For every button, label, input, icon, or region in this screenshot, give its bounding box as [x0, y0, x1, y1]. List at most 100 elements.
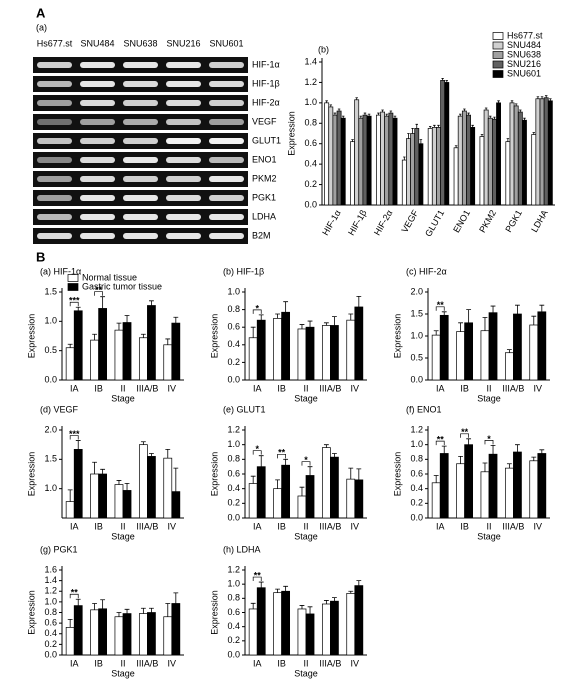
error-bar [490, 445, 496, 455]
x-tick-label: HIF-1β [346, 208, 369, 237]
y-tick-label: 0.0 [410, 374, 423, 384]
bar [65, 627, 75, 656]
y-axis-label: Expression [286, 111, 296, 156]
y-tick-label: 1.4 [304, 56, 317, 66]
bar [480, 330, 490, 381]
bar [380, 111, 386, 206]
significance-label: ** [461, 427, 469, 437]
error-bar [466, 309, 472, 323]
error-bar [258, 581, 264, 588]
bar [122, 322, 132, 381]
gel-band [80, 157, 115, 163]
y-tick-label: 1.5 [44, 454, 57, 464]
gene-label: PKM2 [252, 173, 277, 183]
significance-label: * [255, 303, 259, 313]
significance-label: ** [254, 570, 262, 580]
error-bar [173, 467, 179, 492]
error-bar [299, 486, 305, 496]
y-tick-label: 0.8 [304, 118, 317, 128]
significance-bracket [460, 433, 469, 438]
x-tick-label: IV [168, 658, 177, 668]
error-bar [356, 468, 362, 480]
error-bar [531, 315, 537, 325]
gel-band [123, 100, 158, 106]
x-axis-label: Stage [477, 393, 501, 403]
bar [547, 100, 553, 206]
bar [414, 128, 420, 206]
gel-band [166, 119, 201, 125]
bar [366, 115, 372, 206]
gel-band [166, 176, 201, 182]
y-tick-label: 0.8 [227, 454, 240, 464]
error-bar [359, 115, 363, 119]
significance-bracket [94, 291, 103, 296]
error-bar [116, 322, 122, 331]
y-tick-label: 0.0 [227, 512, 240, 522]
bar [418, 143, 424, 206]
gel-band [166, 100, 201, 106]
bar [470, 127, 476, 206]
error-bar [348, 467, 354, 480]
error-bar [445, 79, 449, 83]
x-tick-label: IIIA/B [319, 521, 341, 531]
bar [529, 460, 539, 519]
gene-label: HIF-1β [252, 78, 280, 88]
y-tick-label: 0.6 [227, 322, 240, 332]
bar [73, 310, 83, 381]
significance-bracket [252, 576, 262, 582]
error-bar [75, 598, 81, 606]
bar [350, 141, 355, 206]
y-tick-label: 0.5 [410, 352, 423, 362]
x-tick-label: IB [277, 658, 286, 668]
x-tick-label: GLUT1 [423, 208, 446, 238]
y-tick-label: 0.4 [227, 339, 240, 349]
panel-label: A [36, 5, 46, 20]
bar [483, 109, 489, 206]
bar [138, 444, 148, 519]
bar [297, 328, 307, 381]
legend-swatch [492, 70, 504, 78]
error-bar [173, 592, 179, 604]
legend-label: Gastric tumor tissue [82, 281, 162, 291]
bar [384, 115, 390, 206]
significance-label: ** [437, 435, 445, 445]
gel-band [37, 100, 72, 106]
gel-band [80, 214, 115, 220]
bar [321, 325, 331, 381]
bar [273, 318, 282, 381]
bar [297, 608, 307, 656]
bar [388, 112, 394, 206]
x-tick-label: HIF-1α [320, 208, 343, 237]
gel-band [166, 138, 201, 144]
gel-band [166, 81, 201, 87]
error-bar [67, 489, 73, 502]
bar [479, 136, 485, 206]
gel-band [80, 100, 115, 106]
error-bar [140, 333, 146, 338]
significance-bracket [301, 461, 311, 466]
error-bar [536, 96, 540, 99]
bar [466, 114, 471, 206]
y-axis-label: Expression [209, 314, 219, 359]
error-bar [140, 607, 146, 614]
y-tick-label: 0.2 [304, 179, 317, 189]
bar [537, 453, 547, 519]
error-bar [497, 100, 500, 103]
y-tick-label: 0.8 [227, 304, 240, 314]
bar [504, 467, 514, 519]
y-tick-label: 0.0 [304, 199, 317, 209]
x-tick-label: IV [534, 383, 543, 393]
bar [464, 444, 474, 519]
bar [354, 306, 364, 381]
error-bar [165, 448, 171, 459]
significance-bracket [277, 453, 286, 459]
bar [330, 325, 339, 381]
bar [171, 491, 181, 519]
bar [98, 473, 108, 519]
lane-label: SNU638 [123, 38, 157, 48]
error-bar [92, 333, 97, 341]
significance-label: * [487, 434, 491, 444]
x-tick-label: IIIA/B [136, 383, 158, 393]
bar [509, 102, 515, 206]
error-bar [393, 115, 397, 119]
